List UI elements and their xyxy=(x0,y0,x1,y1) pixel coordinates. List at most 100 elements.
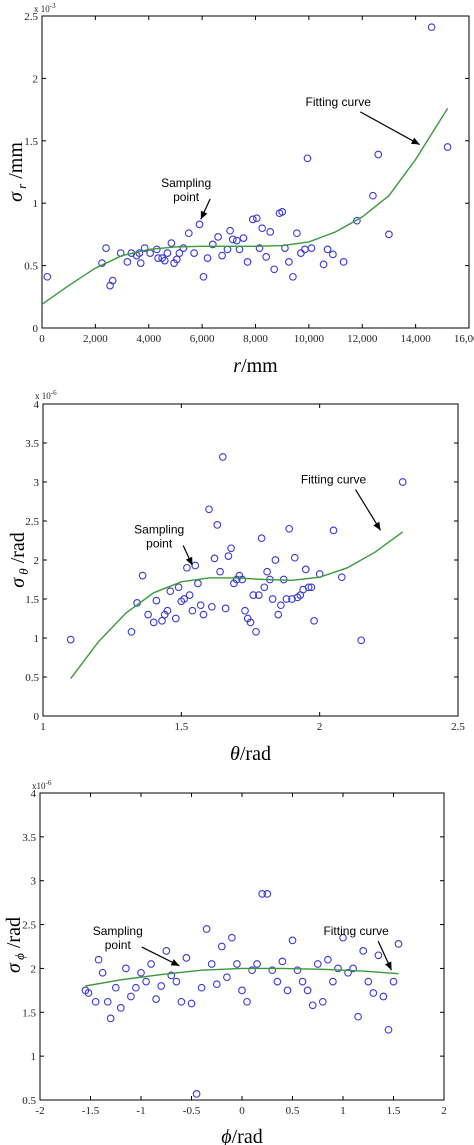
sampling-point-marker xyxy=(290,553,299,562)
sampling-point-marker xyxy=(212,980,221,989)
x-tick-label: -2 xyxy=(35,1105,44,1117)
x-tick-label: 14,000 xyxy=(401,333,432,345)
annotation-label: Fitting curve xyxy=(301,473,367,487)
sampling-point-marker xyxy=(285,524,294,533)
sampling-point-marker xyxy=(152,596,161,605)
sampling-point-marker xyxy=(137,968,145,977)
panel-phi-error: -2 -1.5 -1 -0.5 0 0.5 1 1.5 2 0.5 1 1.5 2 2.5 3 3.5 4x10… xyxy=(3,779,447,1145)
x-tick-label: 1 xyxy=(340,1105,346,1117)
sampling-point-marker xyxy=(329,526,338,535)
sampling-point-marker xyxy=(196,601,205,610)
y-tick-label: 0 xyxy=(33,323,39,335)
x-tick-label: 16,000 xyxy=(454,333,474,345)
sampling-point-marker xyxy=(158,616,166,625)
sampling-point-marker xyxy=(398,478,407,486)
sampling-point-marker xyxy=(174,583,183,592)
sampling-point-marker xyxy=(132,983,140,992)
sampling-point-marker xyxy=(205,505,213,514)
y-tick-label: 3.5 xyxy=(22,832,36,844)
sampling-point-marker xyxy=(254,591,263,599)
sampling-point-marker xyxy=(167,239,176,247)
sampling-point-marker xyxy=(116,1004,125,1012)
sampling-point-marker xyxy=(138,571,147,580)
sampling-point-marker xyxy=(232,236,241,245)
sampling-point-marker xyxy=(149,618,158,627)
y-multiplier: x10-6 xyxy=(32,779,52,791)
sampling-point-marker xyxy=(199,610,208,619)
x-tick-label: 12,000 xyxy=(347,333,378,345)
sampling-point-marker xyxy=(208,240,217,249)
sampling-point-marker xyxy=(160,256,169,265)
sampling-point-marker xyxy=(385,230,393,239)
sampling-point-marker xyxy=(98,968,107,977)
sampling-point-marker xyxy=(384,1025,393,1034)
sampling-point-marker xyxy=(103,997,112,1006)
sampling-point-marker xyxy=(228,235,237,244)
x-tick-label: 2 xyxy=(317,721,323,733)
annotation-label: point xyxy=(173,190,200,204)
sampling-point-marker xyxy=(369,989,378,997)
x-axis-unit: /rad xyxy=(232,1126,263,1145)
sampling-point-marker xyxy=(197,983,206,992)
y-axis-unit: /rad xyxy=(3,917,25,953)
y-axis-subscript: θ xyxy=(16,568,31,578)
y-tick-label: 3.5 xyxy=(25,438,39,450)
y-axis-title: σ r /mm xyxy=(5,142,29,202)
sampling-point-marker xyxy=(232,575,241,584)
sampling-point-marker xyxy=(329,250,337,259)
sampling-point-marker xyxy=(307,583,316,592)
sampling-point-marker xyxy=(319,260,328,269)
sampling-point-marker xyxy=(146,249,154,257)
x-axis-title: θ/rad xyxy=(230,743,271,765)
sampling-point-marker xyxy=(263,567,271,576)
sampling-point-marker xyxy=(238,986,246,995)
annotation-arrow xyxy=(359,111,420,146)
y-tick-label: 2.5 xyxy=(24,11,38,23)
sampling-point-marker xyxy=(127,627,136,636)
sampling-point-marker xyxy=(297,249,305,257)
sampling-point-marker xyxy=(289,272,297,281)
plot-frame xyxy=(42,403,459,717)
sampling-point-marker xyxy=(304,583,313,592)
sampling-point-marker xyxy=(166,587,175,596)
sampling-point-marker xyxy=(246,618,255,627)
sampling-point-marker xyxy=(207,960,216,968)
sampling-point-marker xyxy=(94,955,103,964)
plot-frame xyxy=(41,15,470,329)
sampling-point-marker xyxy=(233,960,241,968)
y-axis-title: σ θ /rad xyxy=(7,532,31,588)
x-tick-label: 1 xyxy=(40,721,46,733)
sampling-point-marker xyxy=(224,552,233,560)
y-axis-symbol: σ xyxy=(3,962,25,973)
sampling-point-marker xyxy=(177,997,186,1006)
sampling-point-marker xyxy=(187,999,196,1008)
sampling-point-marker xyxy=(374,951,383,960)
y-tick-label: 4 xyxy=(34,399,40,411)
sampling-point-marker xyxy=(303,154,312,163)
y-exponent: -3 xyxy=(50,2,56,10)
y-tick-label: 2 xyxy=(31,963,37,975)
sampling-point-marker xyxy=(239,234,248,242)
sampling-point-marker xyxy=(389,977,398,986)
sampling-point-marker xyxy=(303,986,312,995)
sampling-point-marker xyxy=(194,579,202,588)
sampling-point-marker xyxy=(357,636,366,645)
y-tick-label: 0.5 xyxy=(25,672,39,684)
sampling-point-marker xyxy=(214,233,222,241)
x-tick-label: 0.5 xyxy=(286,1105,300,1117)
sampling-point-marker xyxy=(253,960,261,968)
annotation-label: point xyxy=(146,536,173,550)
sampling-point-marker xyxy=(337,573,346,582)
x-axis-symbol: θ xyxy=(230,743,240,765)
sampling-point-marker xyxy=(334,964,342,973)
sampling-point-marker xyxy=(288,595,296,603)
y-multiplier: x 10-3 xyxy=(34,2,56,14)
sampling-point-marker xyxy=(223,245,232,254)
y-tick-label: 1.5 xyxy=(24,136,38,148)
sampling-point-marker xyxy=(108,276,117,285)
sampling-point-marker xyxy=(374,150,383,159)
y-axis-unit: /mm xyxy=(5,142,27,184)
sampling-point-marker xyxy=(162,947,171,955)
panel-radial-error: 0 2,000 4,000 6,000 8,000 10,000 12,000 14,000 1… xyxy=(5,2,474,377)
sampling-point-marker xyxy=(218,251,226,260)
